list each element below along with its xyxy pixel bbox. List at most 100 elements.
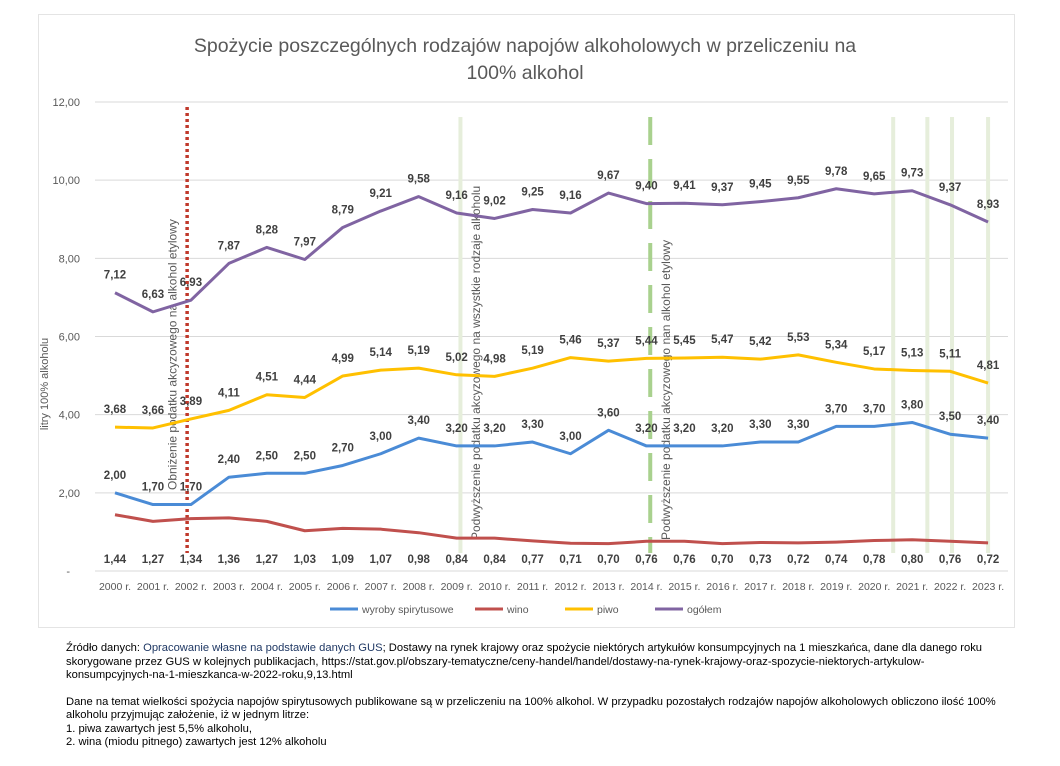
series-line-piwo	[114, 353, 989, 430]
data-label: 5,19	[407, 345, 429, 357]
x-tick-label: 2021 r.	[896, 581, 928, 593]
data-label: 0,76	[635, 554, 657, 566]
x-tick-label: 2008 r.	[403, 581, 435, 593]
data-label: 5,34	[825, 339, 848, 351]
data-label: 3,20	[445, 423, 467, 435]
note-item-2: 2. wina (miodu pitnego) zawartych jest 1…	[66, 736, 327, 748]
data-label: 3,50	[939, 411, 961, 423]
data-label: 4,44	[294, 374, 317, 386]
data-label: 3,70	[863, 403, 885, 415]
data-label: 9,41	[673, 180, 696, 192]
x-tick-label: 2019 r.	[820, 581, 852, 593]
data-label: 2,40	[218, 454, 240, 466]
data-label: 4,51	[256, 372, 279, 384]
series-line-wino	[114, 513, 989, 546]
annotation-label: Obniżenie podatku akcyzowego na alkohol …	[165, 219, 179, 490]
x-tick-label: 2015 r.	[668, 581, 700, 593]
note-item-1: 1. piwa zawartych jest 5,5% alkoholu,	[66, 722, 252, 735]
data-label: 0,74	[825, 554, 848, 566]
data-label: 5,44	[635, 335, 658, 347]
x-tick-label: 2014 r.	[630, 581, 662, 593]
data-label: 5,19	[521, 345, 543, 357]
data-label: 0,78	[863, 554, 886, 566]
y-tick-label: 12,00	[52, 97, 80, 109]
data-label: 5,17	[863, 346, 885, 358]
legend-label: piwo	[597, 604, 619, 616]
x-tick-label: 2006 r.	[327, 581, 359, 593]
data-label: 7,12	[104, 270, 126, 282]
chart-title-line-2: 100% alkohol	[466, 62, 583, 84]
data-label: 9,73	[901, 168, 923, 180]
data-label: 9,40	[635, 181, 657, 193]
data-label: 1,27	[256, 554, 278, 566]
line-chart: Spożycie poszczególnych rodzajów napojów…	[39, 35, 1008, 616]
data-label: 9,67	[597, 170, 619, 182]
x-tick-label: 2022 r.	[934, 581, 966, 593]
data-label: 1,70	[180, 482, 202, 494]
data-label: 6,93	[180, 277, 202, 289]
x-tick-label: 2004 r.	[251, 581, 283, 593]
data-label: 1,36	[218, 554, 240, 566]
data-label: 5,46	[559, 335, 581, 347]
x-tick-label: 2001 r.	[137, 581, 169, 593]
data-label: 0,98	[407, 554, 430, 566]
data-label: 3,66	[142, 405, 164, 417]
data-label: 3,20	[711, 423, 733, 435]
data-label: 6,63	[142, 289, 164, 301]
x-tick-label: 2016 r.	[706, 581, 738, 593]
data-label: 1,27	[142, 554, 164, 566]
data-label: 5,11	[939, 348, 961, 360]
chart-frame	[38, 14, 1015, 628]
data-label: 1,03	[294, 554, 316, 566]
x-tick-label: 2018 r.	[782, 581, 814, 593]
data-label: 8,28	[256, 224, 279, 236]
data-label: 3,80	[901, 399, 923, 411]
data-label: 3,20	[673, 423, 695, 435]
x-tick-label: 2010 r.	[479, 581, 511, 593]
data-label: 1,44	[104, 554, 127, 566]
data-label: 5,42	[749, 336, 771, 348]
y-tick-label: 2,00	[59, 488, 80, 500]
data-label: 9,21	[370, 188, 393, 200]
x-tick-label: 2012 r.	[554, 581, 586, 593]
data-label: 2,50	[256, 450, 278, 462]
data-label: 1,09	[332, 554, 354, 566]
y-tick-label: 6,00	[59, 332, 80, 344]
y-tick-label: 10,00	[52, 175, 80, 187]
data-label: 9,25	[521, 186, 544, 198]
data-label: 3,30	[787, 419, 809, 431]
x-tick-label: 2017 r.	[744, 581, 776, 593]
data-label: 9,78	[825, 166, 848, 178]
x-tick-label: 2003 r.	[213, 581, 245, 593]
data-label: 0,72	[787, 554, 809, 566]
data-label: 7,87	[218, 240, 240, 252]
data-label: 0,71	[559, 554, 582, 566]
series-line-wyroby-spirytusowe	[114, 420, 989, 507]
data-label: 3,20	[483, 423, 505, 435]
note-text: Dane na temat wielkości spożycia napojów…	[66, 695, 996, 722]
data-label: 3,40	[977, 415, 999, 427]
data-label: 4,98	[483, 353, 506, 365]
data-label: 3,30	[749, 419, 771, 431]
chart-title-line-1: Spożycie poszczególnych rodzajów napojów…	[194, 35, 856, 57]
data-label: 5,45	[673, 335, 696, 347]
data-label: 3,60	[597, 407, 619, 419]
data-label: 9,55	[787, 175, 810, 187]
series-line-ogółem	[114, 187, 989, 314]
x-tick-label: 2007 r.	[365, 581, 397, 593]
data-label: 3,20	[635, 423, 657, 435]
data-label: 3,00	[370, 431, 392, 443]
legend-label: wyroby spirytusowe	[361, 604, 454, 616]
data-label: 3,89	[180, 396, 202, 408]
legend-label: wino	[506, 604, 529, 616]
x-tick-label: 2009 r.	[441, 581, 473, 593]
x-tick-label: 2002 r.	[175, 581, 207, 593]
y-tick-label: -	[66, 566, 70, 578]
source-text: ; Dostawy na rynek krajowy oraz spożycie…	[66, 642, 983, 681]
y-axis-label: litry 100% alkoholu	[39, 338, 51, 430]
x-tick-label: 2023 r.	[972, 581, 1004, 593]
x-tick-label: 2005 r.	[289, 581, 321, 593]
data-label: 0,80	[901, 554, 923, 566]
data-label: 3,00	[559, 431, 581, 443]
data-label: 4,99	[332, 353, 354, 365]
